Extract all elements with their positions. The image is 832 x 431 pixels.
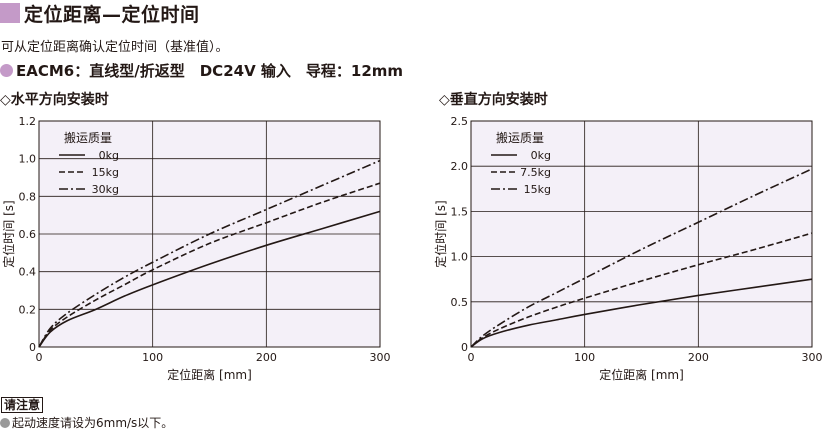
model-specs: 直线型/折返型 DC24V 输入 导程：12mm <box>89 62 404 80</box>
page-title: 定位距离—定位时间 <box>24 3 200 26</box>
x-tick-label: 100 <box>574 351 595 364</box>
y-tick-label: 2.0 <box>451 160 469 173</box>
y-tick-label: 0.5 <box>451 296 469 309</box>
model-line: EACM6：直线型/折返型 DC24V 输入 导程：12mm <box>0 60 403 81</box>
y-tick-label: 1.5 <box>451 205 469 218</box>
title-square-icon <box>0 3 20 23</box>
chart-heading-vertical: ◇垂直方向安装时 <box>439 92 548 108</box>
x-axis-label: 定位距离 [mm] <box>167 367 252 382</box>
model-separator: ： <box>74 62 90 80</box>
x-tick-label: 0 <box>36 351 43 364</box>
x-tick-label: 200 <box>256 351 277 364</box>
legend-label: 0kg <box>531 149 551 162</box>
legend-label: 30kg <box>92 183 119 196</box>
chart-heading-horizontal: ◇水平方向安装时 <box>0 92 109 108</box>
legend-label: 15kg <box>524 183 551 196</box>
y-tick-label: 1.0 <box>19 153 37 166</box>
title-block: 定位距离—定位时间 <box>0 0 200 26</box>
plot-frame <box>38 120 381 348</box>
y-tick-label: 0 <box>461 341 468 354</box>
x-axis-label: 定位距离 [mm] <box>599 367 684 382</box>
series-line-0kg <box>470 278 813 348</box>
y-tick-label: 1.2 <box>19 115 37 128</box>
x-tick-label: 300 <box>802 351 823 364</box>
notes-label: 请注意 <box>1 397 44 413</box>
series-line-15kg <box>38 182 381 348</box>
subtitle: 可从定位距离确认定位时间（基准值）。 <box>1 40 229 55</box>
plot-frame <box>470 120 813 348</box>
y-tick-label: 0 <box>29 341 36 354</box>
legend-label: 0kg <box>99 149 119 162</box>
x-tick-label: 200 <box>688 351 709 364</box>
y-axis-label: 定位时间 [s] <box>1 200 16 267</box>
y-tick-label: 0.8 <box>19 190 37 203</box>
chart-vertical: 0 100 200 300 0 0.5 1.0 1.5 2.0 2.5 定位距离 [mm] 定位时间 … <box>433 115 823 382</box>
legend-label: 7.5kg <box>520 166 551 179</box>
x-tick-label: 100 <box>142 351 163 364</box>
bullet-dot-icon <box>0 64 13 77</box>
plot-area <box>471 121 812 347</box>
legend-title: 搬运质量 <box>64 130 112 145</box>
y-tick-label: 2.5 <box>451 115 469 128</box>
series-line-0kg <box>38 210 381 348</box>
note-bullet-icon <box>0 417 10 428</box>
y-tick-label: 1.0 <box>451 251 469 264</box>
y-tick-label: 0.4 <box>19 266 37 279</box>
y-axis-label: 定位时间 [s] <box>433 200 448 267</box>
x-tick-label: 300 <box>370 351 391 364</box>
model-name: EACM6 <box>16 61 75 80</box>
series-line-15kg <box>470 168 813 348</box>
legend-title: 搬运质量 <box>496 130 544 145</box>
series-line-7.5kg <box>470 232 813 348</box>
notes-line: 起动速度请设为6mm/s以下。 <box>0 414 173 431</box>
y-tick-label: 0.2 <box>19 303 37 316</box>
series-line-30kg <box>38 159 381 348</box>
legend-label: 15kg <box>92 166 119 179</box>
x-tick-label: 0 <box>468 351 475 364</box>
notes-text: 起动速度请设为6mm/s以下。 <box>12 416 174 430</box>
y-tick-label: 0.6 <box>19 228 37 241</box>
chart-horizontal: 0 100 200 300 0 0.2 0.4 0.6 0.8 1.0 1.2 定位距离 [mm] 定位… <box>1 115 391 382</box>
